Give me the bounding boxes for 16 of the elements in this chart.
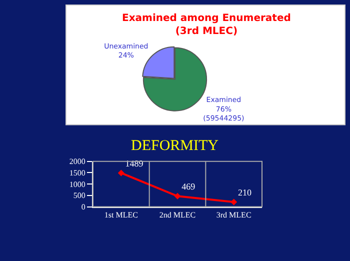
y-tick-label: 2000: [69, 157, 86, 166]
x-tick-label: 1st MLEC: [104, 210, 138, 220]
y-tick-label: 1000: [69, 180, 86, 189]
data-label: 469: [182, 182, 196, 192]
y-tick-label: 500: [73, 191, 86, 200]
point: [118, 170, 124, 176]
y-tick-label: 0: [81, 202, 86, 212]
point: [230, 198, 238, 206]
x-tick-label: 2nd MLEC: [159, 210, 196, 220]
data-label: 210: [238, 188, 252, 198]
x-tick-label: 3rd MLEC: [216, 210, 252, 220]
y-tick-label: 1500: [69, 168, 86, 178]
chart-title: Examined among Enumerated (3rd MLEC): [122, 13, 291, 37]
chart-title: DEFORMITY: [131, 138, 219, 154]
point: [174, 192, 181, 200]
pie-slice: [142, 47, 208, 112]
